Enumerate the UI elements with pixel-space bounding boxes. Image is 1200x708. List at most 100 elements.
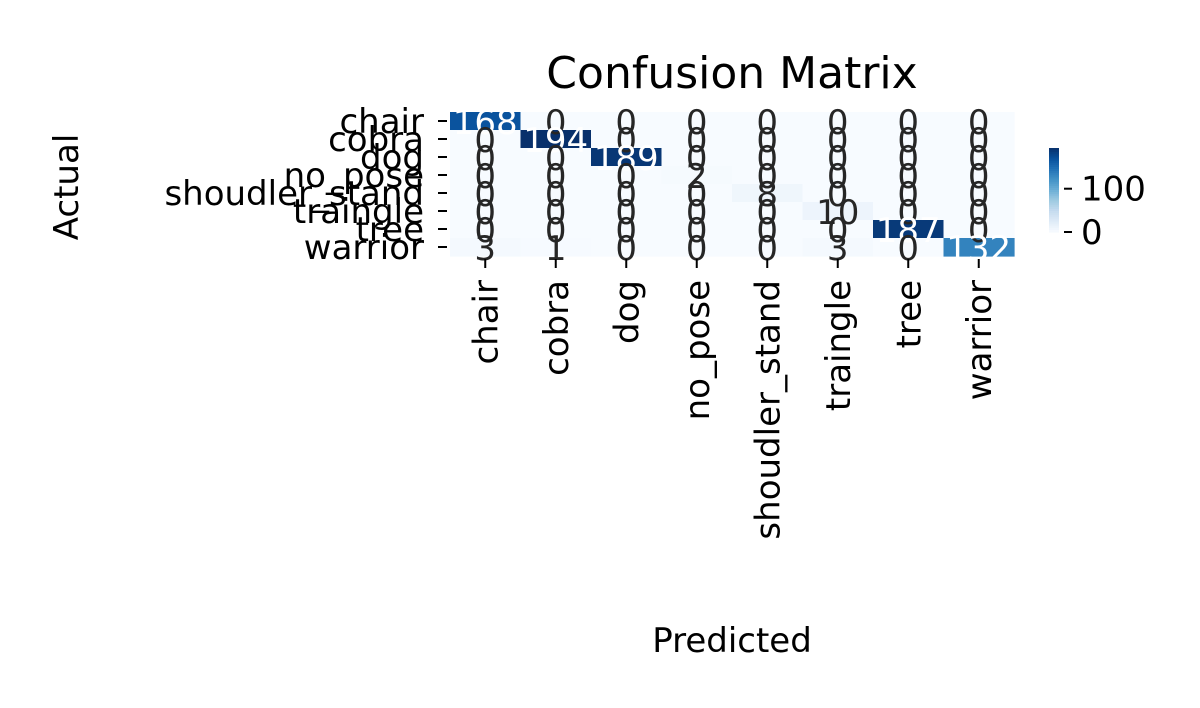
heatmap-cell bbox=[943, 112, 1015, 131]
y-tick-label: traingle bbox=[293, 192, 424, 232]
cell-value: 0 bbox=[686, 193, 708, 233]
cell-value: 0 bbox=[827, 157, 849, 197]
cell-value: 10 bbox=[816, 193, 859, 233]
colorbar-segment bbox=[1049, 196, 1059, 199]
heatmap-cell bbox=[591, 238, 663, 257]
cell-value: 0 bbox=[968, 103, 990, 143]
heatmap-cell bbox=[450, 202, 522, 221]
heatmap-cell bbox=[450, 166, 522, 185]
cell-value: 0 bbox=[827, 121, 849, 161]
colorbar-segment bbox=[1049, 194, 1059, 197]
colorbar-segment bbox=[1049, 183, 1059, 187]
y-tick-label: shoudler_stand bbox=[164, 174, 424, 214]
heatmap-cell bbox=[661, 238, 733, 257]
heatmap-cell bbox=[591, 130, 663, 149]
heatmap-cell bbox=[520, 148, 592, 167]
cell-value: 3 bbox=[827, 229, 849, 269]
cell-value: 0 bbox=[615, 211, 637, 251]
cell-value: 0 bbox=[756, 139, 778, 179]
heatmap-cell bbox=[450, 148, 522, 167]
heatmap-cell bbox=[661, 220, 733, 239]
colorbar-segment bbox=[1049, 185, 1059, 189]
colorbar-segment bbox=[1049, 198, 1059, 202]
heatmap-cell bbox=[873, 220, 945, 239]
heatmap-cell bbox=[591, 166, 663, 185]
y-tick-label: warrior bbox=[304, 228, 424, 268]
heatmap-cell bbox=[943, 220, 1015, 239]
heatmap-cell bbox=[520, 220, 592, 239]
heatmap-cell bbox=[943, 238, 1015, 257]
cell-value: 0 bbox=[615, 229, 637, 269]
cell-value: 0 bbox=[897, 139, 919, 179]
heatmap-cell bbox=[520, 130, 592, 149]
cell-value: 0 bbox=[474, 175, 496, 215]
heatmap-cell bbox=[873, 184, 945, 203]
heatmap-cell bbox=[732, 112, 804, 131]
colorbar-segment bbox=[1049, 187, 1059, 191]
cell-value: 168 bbox=[453, 103, 518, 143]
heatmap-cell bbox=[520, 166, 592, 185]
colorbar-segment bbox=[1049, 190, 1059, 193]
heatmap-cell bbox=[661, 184, 733, 203]
heatmap-cell bbox=[591, 220, 663, 239]
heatmap-cell bbox=[802, 184, 874, 203]
y-tick-label: dog bbox=[360, 138, 424, 178]
colorbar-segment bbox=[1049, 158, 1059, 162]
cell-value: 0 bbox=[545, 193, 567, 233]
colorbar-segment bbox=[1049, 225, 1059, 229]
colorbar-segment bbox=[1049, 152, 1059, 155]
x-tick-label: chair bbox=[466, 280, 506, 365]
x-tick-label: no_pose bbox=[678, 280, 718, 420]
y-tick-label: chair bbox=[339, 102, 424, 142]
cell-value: 0 bbox=[615, 175, 637, 215]
heatmap-cell bbox=[450, 184, 522, 203]
cell-value: 0 bbox=[686, 175, 708, 215]
cell-value: 0 bbox=[474, 121, 496, 161]
heatmap-cells bbox=[450, 112, 1015, 257]
heatmap-cell bbox=[873, 238, 945, 257]
y-axis-label: Actual bbox=[47, 134, 87, 241]
cell-value: 0 bbox=[897, 121, 919, 161]
heatmap-cell bbox=[732, 220, 804, 239]
cell-value: 0 bbox=[968, 193, 990, 233]
heatmap-cell bbox=[520, 202, 592, 221]
colorbar-segment bbox=[1049, 181, 1059, 185]
colorbar-tick-label: 100 bbox=[1081, 170, 1146, 210]
heatmap-cell bbox=[873, 202, 945, 221]
cell-value: 8 bbox=[756, 175, 778, 215]
cell-value: 0 bbox=[545, 139, 567, 179]
colorbar-segment bbox=[1049, 154, 1059, 157]
cell-value: 1 bbox=[545, 229, 567, 269]
cell-value: 0 bbox=[615, 121, 637, 161]
cell-value: 0 bbox=[897, 103, 919, 143]
heatmap-cell bbox=[591, 148, 663, 167]
colorbar-segment bbox=[1049, 215, 1059, 218]
heatmap-cell bbox=[732, 238, 804, 257]
cell-value: 0 bbox=[968, 157, 990, 197]
colorbar-segment bbox=[1049, 221, 1059, 225]
heatmap-cell bbox=[873, 112, 945, 131]
heatmap-cell bbox=[802, 130, 874, 149]
heatmap-cell bbox=[873, 148, 945, 167]
x-tick-labels: chair cobra dog no_pose shoudler_stand traing… bbox=[466, 259, 1000, 540]
colorbar-segment bbox=[1049, 173, 1059, 176]
cell-value: 0 bbox=[615, 103, 637, 143]
cell-value: 0 bbox=[968, 139, 990, 179]
y-tick-label: cobra bbox=[328, 120, 424, 160]
heatmap-cell bbox=[591, 184, 663, 203]
cell-value: 0 bbox=[897, 229, 919, 269]
heatmap-cell bbox=[943, 202, 1015, 221]
heatmap-cell bbox=[450, 220, 522, 239]
heatmap-cell bbox=[450, 238, 522, 257]
colorbar-segment bbox=[1049, 206, 1059, 210]
cell-value: 0 bbox=[474, 157, 496, 197]
heatmap-cell bbox=[591, 112, 663, 131]
colorbar-segment bbox=[1049, 200, 1059, 204]
cell-value: 0 bbox=[474, 139, 496, 179]
y-tick-label: tree bbox=[356, 210, 424, 250]
heatmap-cell bbox=[661, 148, 733, 167]
colorbar-segment bbox=[1049, 179, 1059, 183]
cell-value: 0 bbox=[545, 103, 567, 143]
heatmap-cell bbox=[732, 184, 804, 203]
heatmap-cell bbox=[520, 184, 592, 203]
